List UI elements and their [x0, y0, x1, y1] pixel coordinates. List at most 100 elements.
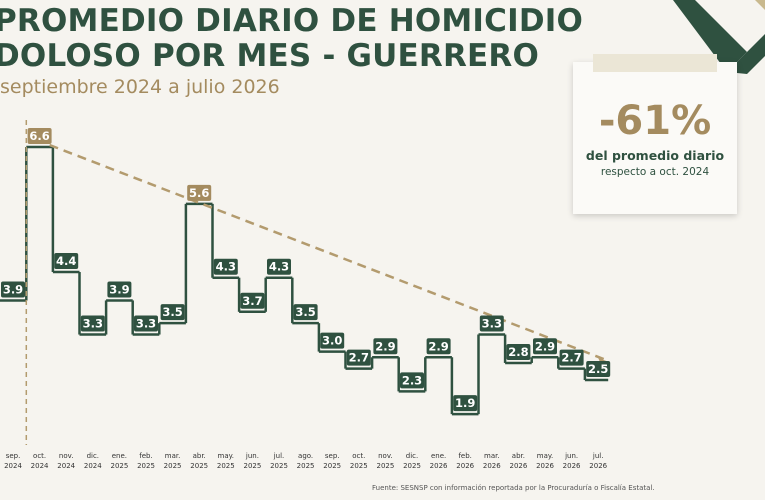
x-tick-month: mar.: [484, 452, 500, 460]
x-tick-month: jun.: [245, 452, 259, 460]
x-tick-month: jun.: [564, 452, 578, 460]
x-tick-year: 2026: [536, 462, 554, 470]
reduction-percent: -61%: [598, 98, 712, 144]
value-label-box: [267, 258, 291, 275]
value-label: 2.9: [535, 339, 555, 353]
value-label-box: [1, 281, 25, 298]
value-label: 3.0: [322, 334, 342, 348]
value-label-box: [80, 315, 105, 332]
value-label-box: [213, 258, 238, 275]
x-tick-month: may.: [537, 452, 553, 460]
reduction-description: del promedio diario: [585, 148, 725, 163]
x-tick-month: feb.: [458, 452, 471, 460]
x-tick-year: 2026: [456, 462, 474, 470]
x-tick-month: mar.: [165, 452, 181, 460]
value-label-box: [27, 128, 52, 144]
x-tick-month: jul.: [273, 452, 285, 460]
value-label: 2.9: [428, 339, 448, 353]
chart-subtitle: septiembre 2024 a julio 2026: [0, 76, 280, 98]
value-label-box: [293, 304, 318, 321]
x-tick-year: 2025: [403, 462, 421, 470]
x-tick-year: 2024: [84, 462, 102, 470]
x-tick-year: 2026: [509, 462, 527, 470]
value-label-box: [346, 349, 371, 366]
value-label-box: [240, 292, 265, 309]
value-label-box: [533, 338, 557, 355]
value-label: 4.4: [56, 254, 76, 268]
value-label: 5.6: [189, 186, 209, 200]
x-tick-month: may.: [218, 452, 234, 460]
x-tick-month: nov.: [378, 452, 393, 460]
chart-title: PROMEDIO DIARIO DE HOMICIDIO DOLOSO POR …: [0, 4, 594, 74]
x-tick-year: 2025: [350, 462, 368, 470]
title-line-2: DOLOSO POR MES - GUERRERO: [0, 38, 540, 74]
x-tick-month: sep.: [6, 452, 21, 460]
x-tick-month: oct.: [33, 452, 46, 460]
value-label-box: [453, 395, 478, 412]
value-label: 2.7: [561, 351, 581, 365]
x-tick-year: 2025: [323, 462, 341, 470]
source-note: Fuente: SESNSP con información reportada…: [372, 484, 655, 492]
value-label: 3.3: [482, 317, 502, 331]
x-tick-year: 2025: [243, 462, 261, 470]
card-tab: [593, 54, 717, 72]
value-label-box: [586, 361, 611, 377]
x-tick-year: 2026: [563, 462, 581, 470]
reduction-reference: respecto a oct. 2024: [600, 166, 710, 178]
x-tick-month: ene.: [431, 452, 446, 460]
x-tick-year: 2026: [589, 462, 607, 470]
value-label: 3.3: [83, 317, 103, 331]
value-label: 3.9: [3, 282, 23, 296]
value-label-box: [373, 338, 398, 355]
value-label: 4.3: [269, 260, 289, 274]
x-tick-month: feb.: [139, 452, 152, 460]
x-tick-year: 2025: [190, 462, 208, 470]
reduction-callout-card: -61% del promedio diario respecto a oct.…: [573, 54, 737, 214]
value-label: 3.3: [136, 317, 156, 331]
value-label-box: [134, 315, 158, 332]
x-tick-month: nov.: [59, 452, 74, 460]
x-tick-year: 2024: [57, 462, 75, 470]
value-label: 3.5: [162, 305, 182, 319]
x-tick-year: 2026: [483, 462, 501, 470]
x-tick-month: jul.: [592, 452, 604, 460]
x-tick-year: 2024: [31, 462, 49, 470]
x-tick-month: abr.: [512, 452, 525, 460]
x-tick-month: oct.: [352, 452, 365, 460]
x-tick-year: 2025: [137, 462, 155, 470]
value-label-box: [400, 372, 424, 389]
x-tick-year: 2024: [4, 462, 22, 470]
x-tick-year: 2025: [110, 462, 128, 470]
title-line-1: PROMEDIO DIARIO DE HOMICIDIO: [0, 3, 584, 39]
x-tick-year: 2025: [217, 462, 235, 470]
value-label: 2.7: [349, 351, 369, 365]
value-label-box: [187, 184, 212, 201]
value-label-box: [320, 332, 345, 349]
x-tick-month: ene.: [112, 452, 127, 460]
x-tick-year: 2025: [297, 462, 315, 470]
value-label: 2.5: [588, 362, 608, 376]
value-label: 2.3: [402, 373, 422, 387]
value-label: 3.7: [242, 294, 262, 308]
x-tick-month: ago.: [298, 452, 313, 460]
value-label: 6.6: [29, 129, 49, 143]
value-label: 1.9: [455, 396, 475, 410]
value-label: 2.9: [375, 339, 395, 353]
x-tick-month: sep.: [325, 452, 340, 460]
value-label-box: [559, 349, 584, 366]
value-label-box: [426, 338, 451, 355]
trend-line: [49, 143, 607, 362]
value-label: 2.8: [508, 345, 528, 359]
x-tick-month: abr.: [193, 452, 206, 460]
value-label: 3.9: [109, 282, 129, 296]
value-label-box: [506, 343, 531, 360]
x-tick-year: 2025: [270, 462, 288, 470]
x-tick-month: dic.: [87, 452, 99, 460]
value-label-box: [107, 281, 132, 298]
x-tick-year: 2025: [164, 462, 182, 470]
value-label-box: [160, 304, 185, 321]
value-label-box: [54, 253, 79, 270]
value-label-box: [479, 315, 504, 332]
x-tick-month: dic.: [406, 452, 418, 460]
